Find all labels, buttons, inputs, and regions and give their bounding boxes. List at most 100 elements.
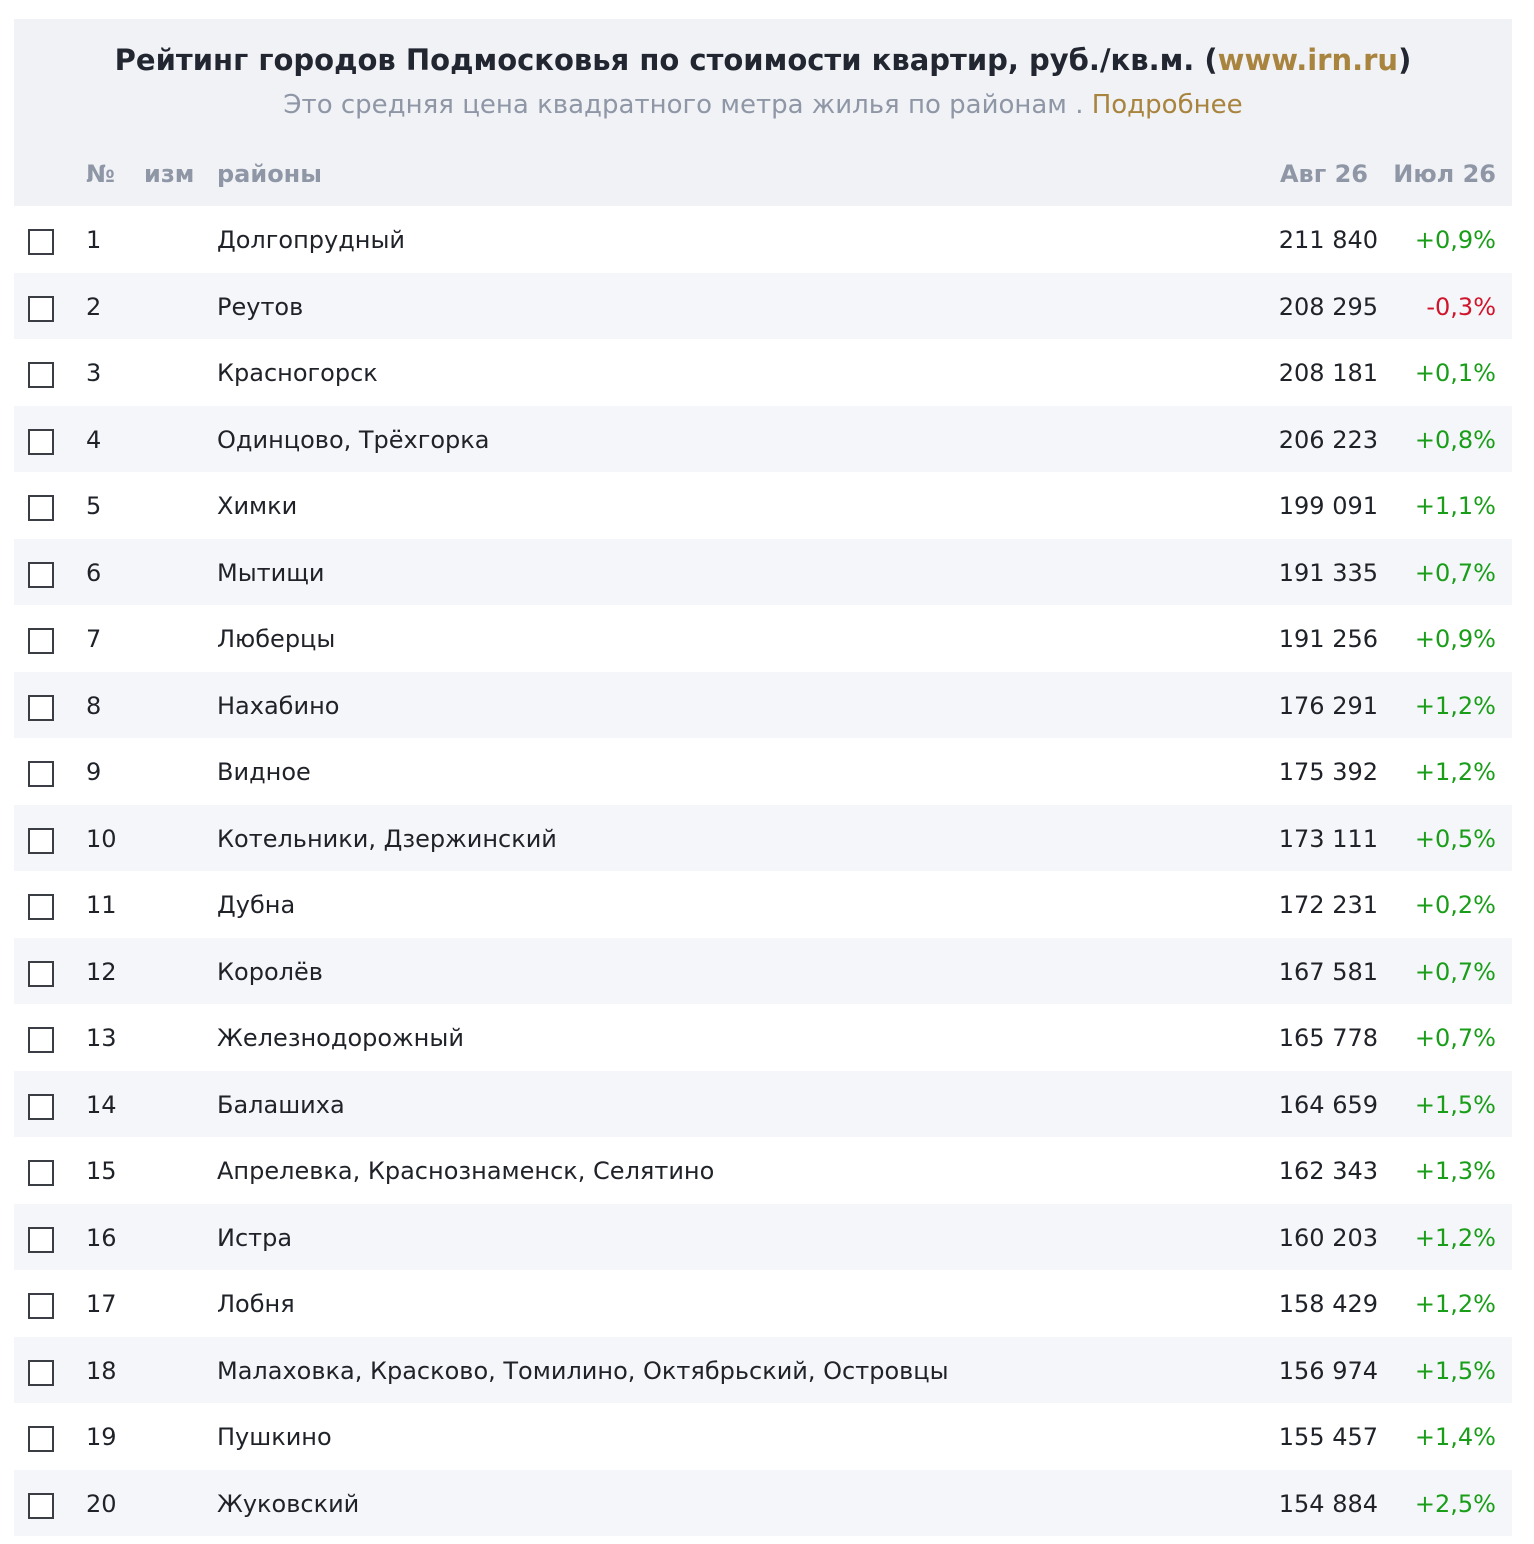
row-rank: 17 bbox=[86, 1290, 117, 1318]
table-row: 3 Красногорск 208 181 +0,1% bbox=[14, 339, 1512, 406]
more-link[interactable]: Подробнее bbox=[1091, 90, 1243, 120]
row-checkbox[interactable] bbox=[28, 295, 54, 322]
row-change-jul: +1,2% bbox=[1414, 1290, 1496, 1318]
irn-link[interactable]: www.irn.ru bbox=[1217, 43, 1399, 77]
row-rank: 1 bbox=[86, 226, 102, 254]
row-district-name: Апрелевка, Краснознаменск, Селятино bbox=[217, 1157, 715, 1185]
row-checkbox[interactable] bbox=[28, 1093, 54, 1120]
column-header-districts[interactable]: районы bbox=[217, 160, 322, 188]
row-change-jul: +1,5% bbox=[1414, 1090, 1496, 1119]
row-district-name: Королёв bbox=[217, 957, 323, 986]
row-rank: 14 bbox=[86, 1090, 117, 1119]
table-header: Рейтинг городов Подмосковья по стоимости… bbox=[14, 19, 1512, 206]
table-row: 4 Одинцово, Трёхгорка 206 223 +0,8% bbox=[14, 405, 1512, 472]
row-price-aug: 176 291 bbox=[1278, 691, 1378, 720]
row-checkbox[interactable] bbox=[28, 1426, 54, 1452]
row-change-jul: +0,2% bbox=[1414, 891, 1496, 919]
row-change-jul: -0,3% bbox=[1426, 292, 1496, 321]
row-price-aug: 154 884 bbox=[1278, 1489, 1378, 1518]
column-header-jul[interactable]: Июл 26 bbox=[1393, 160, 1496, 188]
table-row: 20 Жуковский 154 884 +2,5% bbox=[14, 1469, 1512, 1536]
table-row: 15 Апрелевка, Краснознаменск, Селятино 162… bbox=[14, 1137, 1512, 1204]
row-rank: 12 bbox=[86, 957, 117, 986]
row-rank: 15 bbox=[86, 1157, 117, 1185]
row-district-name: Жуковский bbox=[217, 1489, 360, 1518]
row-price-aug: 156 974 bbox=[1278, 1356, 1378, 1385]
row-price-aug: 208 295 bbox=[1278, 292, 1378, 321]
row-district-name: Дубна bbox=[217, 891, 296, 919]
row-price-aug: 199 091 bbox=[1278, 492, 1378, 520]
row-checkbox[interactable] bbox=[28, 1027, 54, 1053]
row-checkbox[interactable] bbox=[28, 894, 54, 920]
row-checkbox[interactable] bbox=[28, 1359, 54, 1386]
row-checkbox[interactable] bbox=[28, 561, 54, 588]
table-row: 14 Балашиха 164 659 +1,5% bbox=[14, 1070, 1512, 1137]
page-title: Рейтинг городов Подмосковья по стоимости… bbox=[14, 43, 1512, 77]
row-change-jul: +1,2% bbox=[1414, 758, 1496, 786]
row-price-aug: 191 335 bbox=[1278, 558, 1378, 587]
table-row: 19 Пушкино 155 457 +1,4% bbox=[14, 1403, 1512, 1470]
table-row: 12 Королёв 167 581 +0,7% bbox=[14, 937, 1512, 1004]
row-checkbox[interactable] bbox=[28, 229, 54, 255]
row-change-jul: +1,5% bbox=[1414, 1356, 1496, 1385]
row-price-aug: 162 343 bbox=[1278, 1157, 1378, 1185]
row-price-aug: 191 256 bbox=[1278, 625, 1378, 653]
row-checkbox[interactable] bbox=[28, 827, 54, 854]
row-change-jul: +0,5% bbox=[1414, 824, 1496, 853]
row-checkbox[interactable] bbox=[28, 1226, 54, 1253]
row-checkbox[interactable] bbox=[28, 761, 54, 787]
row-checkbox[interactable] bbox=[28, 428, 54, 455]
table-row: 7 Люберцы 191 256 +0,9% bbox=[14, 605, 1512, 672]
table-row: 13 Железнодорожный 165 778 +0,7% bbox=[14, 1004, 1512, 1071]
row-price-aug: 208 181 bbox=[1278, 359, 1378, 387]
row-change-jul: +0,7% bbox=[1414, 957, 1496, 986]
row-checkbox[interactable] bbox=[28, 1160, 54, 1186]
table-row: 1 Долгопрудный 211 840 +0,9% bbox=[14, 206, 1512, 273]
row-rank: 9 bbox=[86, 758, 102, 786]
column-header-num[interactable]: № bbox=[86, 160, 115, 188]
row-checkbox[interactable] bbox=[28, 694, 54, 721]
row-rank: 8 bbox=[86, 691, 102, 720]
table-row: 18 Малаховка, Красково, Томилино, Октябрь… bbox=[14, 1336, 1512, 1403]
row-checkbox[interactable] bbox=[28, 628, 54, 654]
table-row: 2 Реутов 208 295 -0,3% bbox=[14, 272, 1512, 339]
row-rank: 16 bbox=[86, 1223, 117, 1252]
row-change-jul: +1,2% bbox=[1414, 691, 1496, 720]
row-district-name: Одинцово, Трёхгорка bbox=[217, 425, 490, 454]
table-row: 9 Видное 175 392 +1,2% bbox=[14, 738, 1512, 805]
row-price-aug: 158 429 bbox=[1278, 1290, 1378, 1318]
title-end: ) bbox=[1398, 43, 1412, 77]
row-change-jul: +2,5% bbox=[1414, 1489, 1496, 1518]
row-change-jul: +1,2% bbox=[1414, 1223, 1496, 1252]
row-price-aug: 155 457 bbox=[1278, 1423, 1378, 1451]
row-price-aug: 165 778 bbox=[1278, 1024, 1378, 1052]
row-district-name: Истра bbox=[217, 1223, 293, 1252]
title-text: Рейтинг городов Подмосковья по стоимости… bbox=[114, 43, 1218, 77]
column-header-change[interactable]: изм bbox=[144, 160, 195, 188]
row-price-aug: 173 111 bbox=[1278, 824, 1378, 853]
row-checkbox[interactable] bbox=[28, 1293, 54, 1319]
table-body: 1 Долгопрудный 211 840 +0,9% 2 Реутов 208 295 -… bbox=[14, 206, 1512, 1536]
column-header-aug[interactable]: Авг 26 bbox=[1279, 160, 1368, 188]
row-checkbox[interactable] bbox=[28, 495, 54, 521]
row-checkbox[interactable] bbox=[28, 362, 54, 388]
row-district-name: Лобня bbox=[217, 1290, 295, 1318]
row-checkbox[interactable] bbox=[28, 1492, 54, 1519]
row-rank: 7 bbox=[86, 625, 102, 653]
row-district-name: Нахабино bbox=[217, 691, 340, 720]
table-row: 5 Химки 199 091 +1,1% bbox=[14, 472, 1512, 539]
row-price-aug: 211 840 bbox=[1278, 226, 1378, 254]
row-district-name: Пушкино bbox=[217, 1423, 332, 1451]
table-row: 11 Дубна 172 231 +0,2% bbox=[14, 871, 1512, 938]
row-rank: 13 bbox=[86, 1024, 117, 1052]
row-rank: 2 bbox=[86, 292, 102, 321]
row-district-name: Видное bbox=[217, 758, 311, 786]
row-district-name: Реутов bbox=[217, 292, 304, 321]
row-rank: 18 bbox=[86, 1356, 117, 1385]
row-price-aug: 167 581 bbox=[1278, 957, 1378, 986]
row-checkbox[interactable] bbox=[28, 960, 54, 987]
row-change-jul: +0,1% bbox=[1414, 359, 1496, 387]
row-change-jul: +0,9% bbox=[1414, 226, 1496, 254]
table-row: 17 Лобня 158 429 +1,2% bbox=[14, 1270, 1512, 1337]
row-rank: 4 bbox=[86, 425, 102, 454]
